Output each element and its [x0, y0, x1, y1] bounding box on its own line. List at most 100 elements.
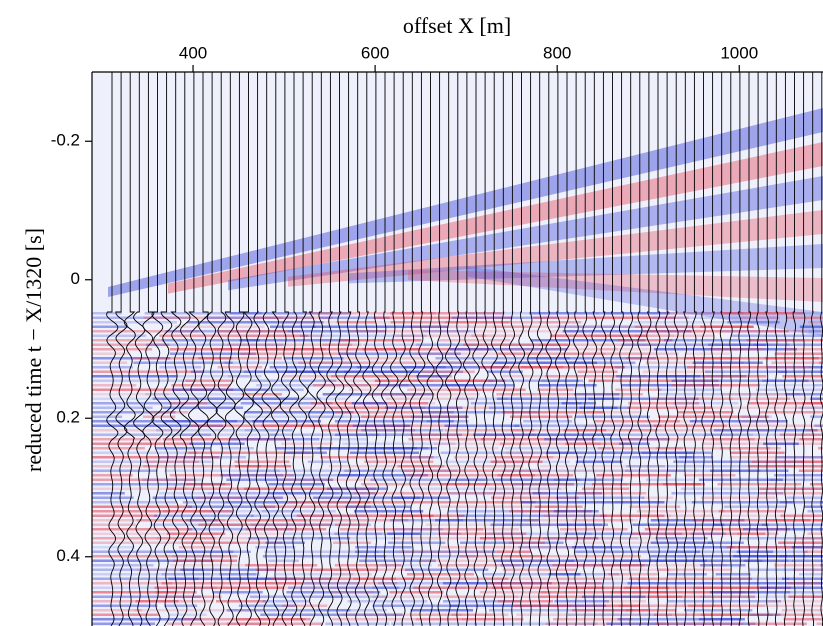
wiggle-trace — [673, 72, 679, 626]
stripe — [172, 555, 225, 558]
stripe — [715, 573, 751, 576]
stripe — [759, 586, 823, 589]
wiggle-trace — [417, 72, 426, 626]
stripe — [171, 384, 231, 387]
stripe — [217, 366, 263, 369]
stripe — [628, 577, 753, 580]
stripe — [622, 546, 735, 549]
stripe — [821, 501, 823, 504]
stripe — [643, 330, 789, 333]
stripe — [651, 316, 777, 319]
stripe — [334, 420, 454, 423]
stripe — [751, 460, 823, 463]
stripe — [600, 514, 665, 517]
wiggle-trace — [325, 72, 336, 626]
stripe — [688, 604, 722, 607]
stripe — [318, 537, 401, 540]
stripe — [178, 546, 222, 549]
stripe — [803, 505, 823, 508]
stripe — [782, 375, 823, 378]
stripe — [385, 406, 463, 409]
wiggle-trace — [728, 72, 733, 626]
wiggle-trace — [710, 72, 715, 626]
stripe — [540, 379, 579, 382]
wiggle-trace — [609, 72, 616, 626]
stripe — [322, 343, 353, 346]
stripe — [754, 343, 790, 346]
stripe — [362, 348, 492, 351]
stripe — [719, 447, 771, 450]
stripe — [216, 330, 301, 333]
stripe — [553, 478, 603, 481]
stripe — [658, 568, 732, 571]
stripe — [641, 451, 712, 454]
stripe — [92, 474, 133, 477]
stripe — [92, 532, 219, 535]
stripe — [625, 357, 739, 360]
stripe — [538, 384, 597, 387]
stripe — [92, 555, 238, 558]
stripe — [780, 514, 823, 517]
stripe — [249, 595, 342, 598]
stripe — [159, 366, 202, 369]
stripe — [523, 420, 573, 423]
stripe — [497, 600, 554, 603]
wiggle-trace — [399, 72, 408, 626]
stripe — [807, 532, 823, 535]
stripe — [92, 321, 177, 324]
stripe — [92, 370, 204, 373]
stripe — [798, 406, 823, 409]
wiggle-trace — [133, 72, 146, 626]
stripe — [458, 514, 607, 517]
y-tick-label: 0.4 — [56, 546, 80, 565]
stripe — [655, 447, 782, 450]
stripe — [322, 595, 388, 598]
stripe — [92, 438, 161, 441]
stripe — [92, 388, 234, 391]
stripe — [489, 406, 630, 409]
stripe — [244, 487, 377, 490]
event-band — [468, 266, 823, 336]
stripe — [92, 330, 200, 333]
stripe — [512, 483, 628, 486]
stripe — [584, 555, 642, 558]
stripe — [534, 505, 583, 508]
stripe — [495, 456, 554, 459]
stripe — [619, 442, 650, 445]
stripe — [488, 609, 635, 612]
stripe — [553, 618, 633, 621]
stripe — [667, 573, 707, 576]
stripe — [363, 343, 477, 346]
stripe — [159, 334, 309, 337]
stripe — [183, 618, 306, 621]
stripe — [407, 388, 482, 391]
stripe — [398, 550, 491, 553]
wiggle-trace — [719, 72, 724, 626]
stripe — [167, 622, 267, 625]
stripe — [219, 573, 257, 576]
stripe — [349, 330, 470, 333]
stripe — [767, 519, 811, 522]
stripe — [666, 465, 794, 468]
stripe — [451, 316, 558, 319]
stripe — [683, 474, 736, 477]
stripe — [724, 505, 787, 508]
stripe — [513, 604, 640, 607]
stripe — [338, 339, 422, 342]
stripe — [520, 366, 564, 369]
stripe — [92, 339, 164, 342]
stripe — [615, 388, 662, 391]
stripe — [606, 352, 679, 355]
wiggle-trace — [527, 72, 534, 626]
stripe — [490, 460, 543, 463]
stripe — [502, 469, 632, 472]
stripe — [92, 546, 135, 549]
stripe — [559, 528, 628, 531]
wiggle-trace — [298, 72, 309, 626]
stripe — [812, 519, 823, 522]
wiggle-trace — [692, 72, 697, 626]
stripe — [170, 564, 312, 567]
stripe — [555, 469, 699, 472]
stripe — [185, 519, 219, 522]
stripe — [781, 609, 823, 612]
